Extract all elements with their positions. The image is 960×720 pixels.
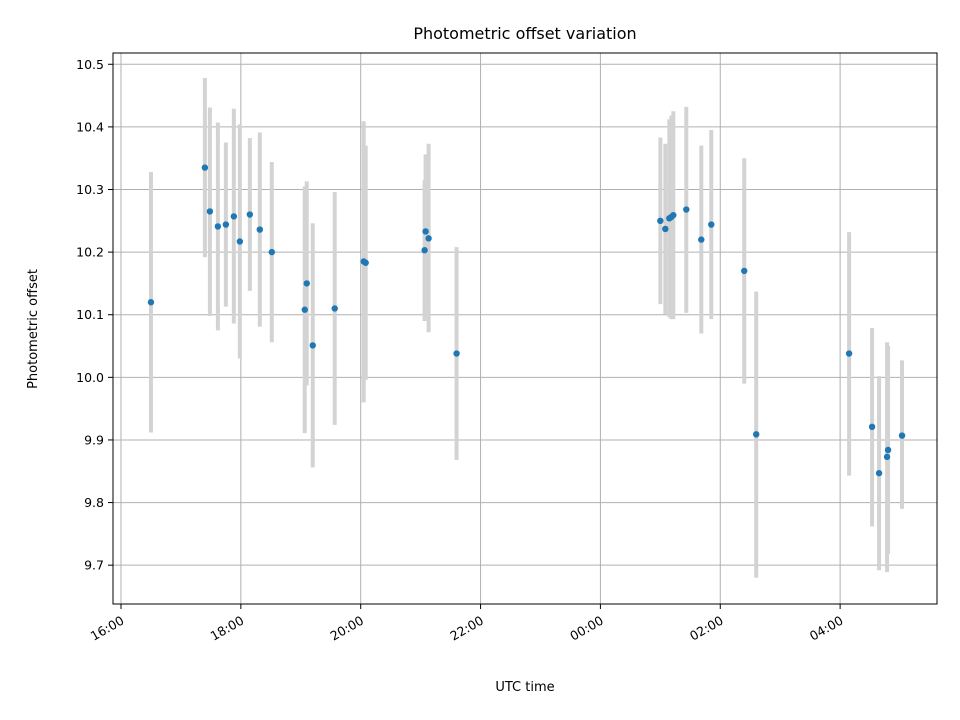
y-tick-label: 10.4 — [76, 119, 104, 134]
data-point — [698, 236, 705, 243]
data-point — [845, 350, 853, 357]
data-point — [422, 228, 429, 235]
data-point — [303, 280, 310, 287]
data-point — [670, 211, 677, 219]
data-point — [884, 446, 892, 454]
data-point — [753, 431, 760, 438]
data-point — [256, 226, 264, 233]
data-point — [898, 432, 906, 439]
data-points — [147, 164, 906, 477]
x-axis-label: UTC time — [495, 680, 554, 695]
data-point — [301, 306, 308, 313]
grid-lines — [113, 53, 937, 604]
axis-ticks: 16:00 18:00 20:00 22:00 00:00 02:00 04:00 9.7 9.… — [76, 57, 845, 644]
plot-frame — [112, 52, 938, 605]
data-point — [657, 217, 664, 225]
data-point — [741, 267, 748, 275]
x-tick-label: 18:00 — [208, 613, 247, 644]
data-point — [708, 221, 715, 228]
data-point — [246, 211, 254, 218]
data-point — [662, 225, 669, 233]
y-tick-label: 10.2 — [76, 245, 104, 260]
data-point — [236, 238, 244, 245]
x-tick-label: 16:00 — [88, 613, 127, 644]
y-tick-label: 9.7 — [84, 558, 104, 573]
data-point — [230, 213, 238, 220]
data-point — [331, 305, 338, 312]
y-tick-label: 10.3 — [76, 182, 104, 197]
data-point — [362, 259, 369, 266]
x-tick-label: 02:00 — [687, 613, 726, 644]
x-tick-label: 20:00 — [327, 613, 366, 644]
data-point — [206, 208, 214, 215]
data-point — [883, 453, 891, 461]
y-tick-label: 10.5 — [76, 57, 104, 72]
data-point — [201, 164, 209, 171]
x-tick-label: 00:00 — [567, 613, 606, 644]
data-point — [268, 248, 276, 256]
data-point — [875, 469, 883, 477]
data-point — [309, 342, 316, 349]
y-tick-label: 9.8 — [84, 495, 104, 510]
data-point — [868, 423, 876, 431]
data-point — [683, 206, 690, 213]
data-point — [421, 247, 428, 254]
x-tick-label: 04:00 — [807, 613, 846, 644]
chart-title: Photometric offset variation — [413, 24, 636, 43]
data-point — [214, 223, 222, 230]
y-tick-label: 10.1 — [76, 307, 104, 322]
y-tick-label: 9.9 — [84, 432, 104, 447]
data-point — [453, 350, 460, 357]
y-axis-label: Photometric offset — [26, 269, 41, 389]
data-point — [425, 235, 432, 242]
y-tick-label: 10.0 — [76, 370, 104, 385]
data-point — [222, 221, 230, 228]
x-tick-label: 22:00 — [447, 613, 486, 644]
data-point — [147, 299, 155, 306]
